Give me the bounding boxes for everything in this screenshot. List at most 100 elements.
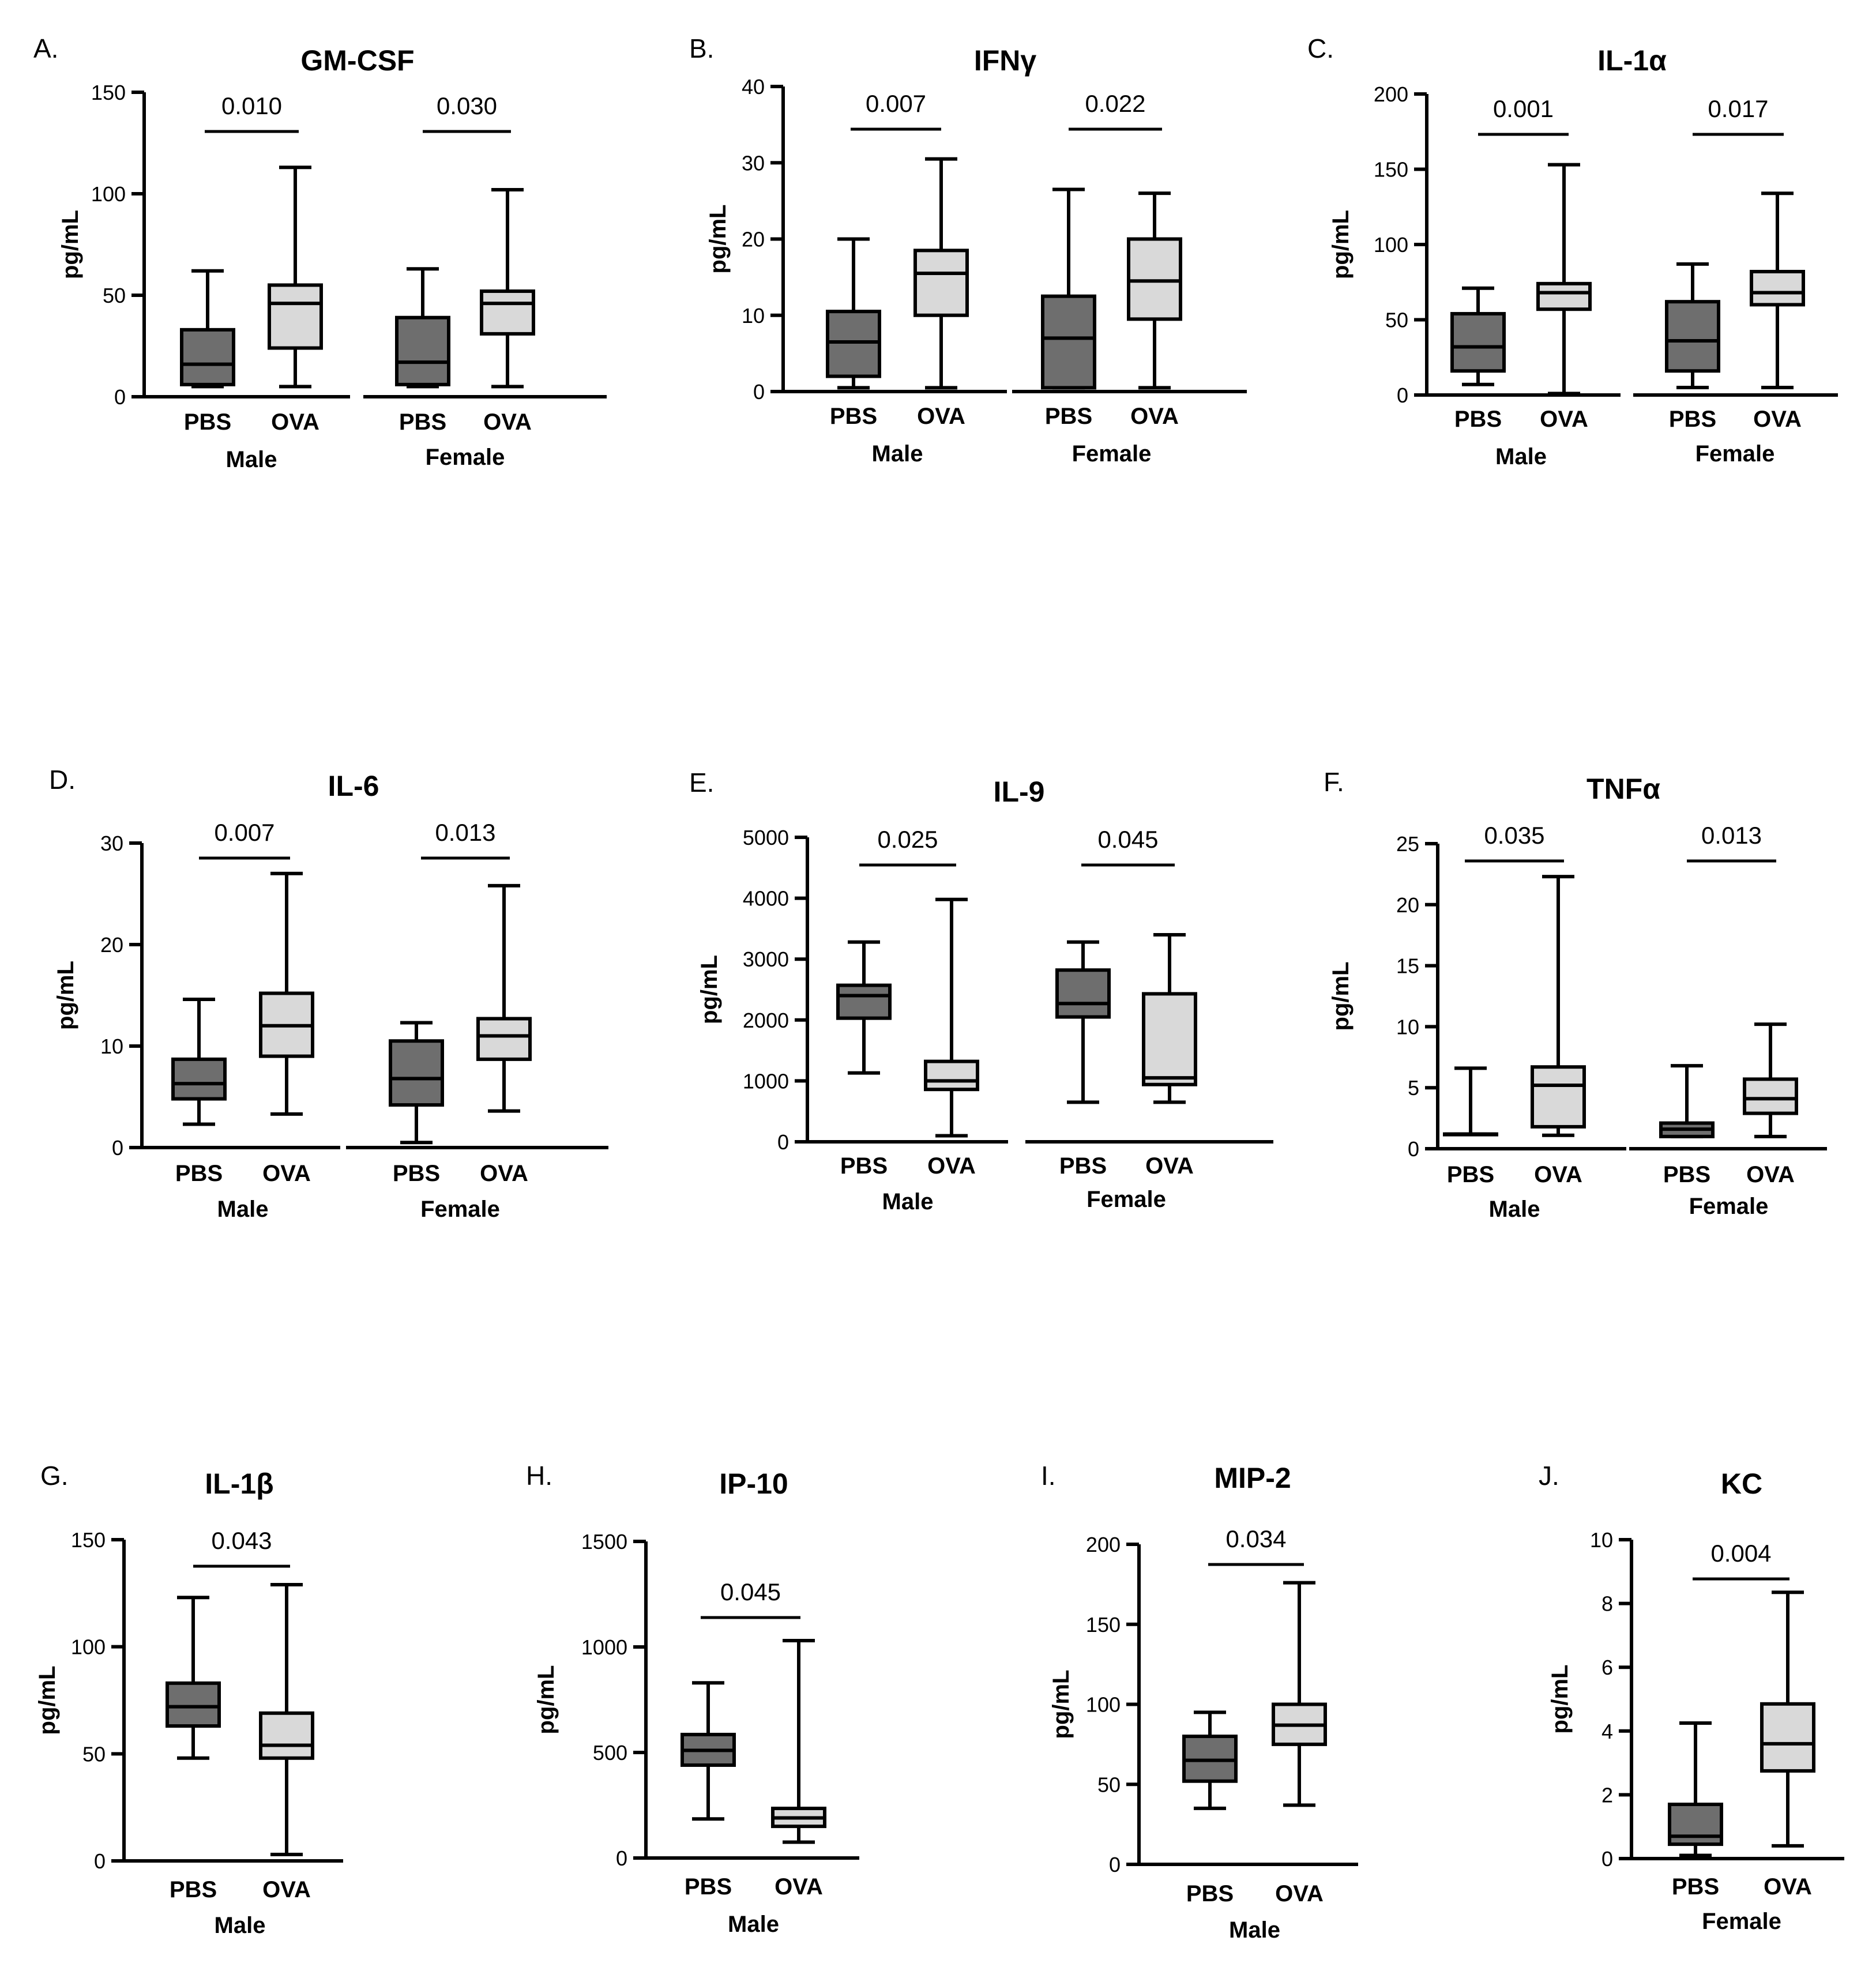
box-iqr [913, 249, 969, 317]
y-tick-label: 0 [1408, 1137, 1419, 1161]
chart-title: IL-6 [328, 770, 379, 802]
chart-title: IL-1β [205, 1468, 273, 1500]
y-axis-label: pg/mL [1328, 962, 1354, 1031]
y-axis-label: pg/mL [697, 955, 722, 1024]
box-pbs [1055, 940, 1111, 1104]
x-category-label: OVA [262, 1877, 311, 1902]
y-tick-label: 10 [100, 1035, 123, 1058]
y-axis-label: pg/mL [53, 961, 78, 1030]
box-pbs [389, 1021, 444, 1145]
y-tick-label: 0 [753, 380, 765, 404]
chart-panel-b: B. IFNγ 0 10 20 30 40 pg/mL 0.007 PBS OVA Male 0.022… [689, 33, 1247, 467]
y-tick-label: 1000 [743, 1069, 789, 1093]
y-tick-label: 4 [1601, 1720, 1613, 1743]
y-tick-label: 10 [1590, 1528, 1613, 1552]
y-tick-label: 25 [1396, 832, 1419, 856]
box-iqr [476, 1017, 532, 1061]
x-group-label: Female [1695, 441, 1775, 467]
box-iqr [1055, 968, 1111, 1019]
x-category-label: OVA [1540, 407, 1588, 432]
y-tick-label: 20 [1396, 893, 1419, 917]
box-ova [1531, 875, 1586, 1137]
y-axis-label: pg/mL [58, 210, 83, 279]
panel-letter: J. [1539, 1461, 1559, 1491]
y-tick-label: 1500 [581, 1530, 627, 1554]
x-category-label: PBS [1454, 407, 1502, 432]
p-value-label: 0.022 [1085, 90, 1145, 117]
p-value-label: 0.004 [1710, 1540, 1771, 1567]
box-iqr [171, 1057, 227, 1101]
y-tick-label: 30 [742, 151, 765, 175]
panel-letter: C. [1307, 33, 1334, 63]
box-ova [476, 883, 532, 1113]
y-tick-label: 6 [1601, 1656, 1613, 1679]
panel-letter: F. [1324, 767, 1344, 797]
chart-panel-e: E. IL-9 0 1000 2000 3000 4000 5000 pg/mL 0.025 PBS… [689, 768, 1273, 1214]
x-group-label: Female [1086, 1187, 1166, 1212]
y-axis-label: pg/mL [1328, 210, 1354, 279]
x-category-label: PBS [170, 1877, 217, 1902]
panel-letter: E. [689, 768, 714, 798]
x-group-label: Male [872, 441, 923, 467]
box-pbs [171, 998, 227, 1126]
x-category-label: PBS [399, 409, 446, 435]
y-tick-label: 0 [112, 1136, 123, 1160]
y-tick-label: 0 [616, 1846, 627, 1870]
chart-panel-c: C. IL-1α 0 50 100 150 200 pg/mL 0.001 PBS OVA Male 0… [1307, 33, 1838, 469]
x-category-label: OVA [483, 409, 532, 435]
x-category-label: OVA [262, 1161, 311, 1186]
box-iqr [1142, 992, 1197, 1086]
y-axis-label: pg/mL [705, 205, 731, 274]
chart-title: MIP-2 [1214, 1462, 1291, 1494]
x-category-label: OVA [271, 409, 319, 435]
y-tick-label: 2 [1601, 1783, 1613, 1807]
y-tick-label: 100 [91, 182, 126, 206]
x-group-label: Female [426, 445, 505, 470]
y-tick-label: 500 [593, 1741, 627, 1765]
chart-panel-i: I. MIP-2 0 50 100 150 200 pg/mL 0.034 PBS OVA Male [1041, 1461, 1358, 1943]
box-pbs [681, 1681, 736, 1821]
panel-letter: B. [689, 33, 714, 63]
x-category-label: PBS [1669, 407, 1716, 432]
x-category-label: OVA [480, 1161, 528, 1186]
p-value-label: 0.045 [1097, 826, 1158, 853]
y-tick-label: 150 [91, 81, 126, 104]
x-category-label: OVA [775, 1874, 823, 1900]
x-category-label: PBS [1059, 1153, 1107, 1179]
y-tick-label: 100 [71, 1635, 106, 1659]
panel-letter: D. [49, 765, 76, 795]
x-group-label: Male [882, 1189, 934, 1214]
y-tick-label: 0 [1397, 383, 1408, 407]
y-tick-label: 20 [742, 228, 765, 251]
box-iqr [395, 315, 450, 386]
x-category-label: OVA [927, 1153, 976, 1179]
box-iqr [1041, 294, 1096, 390]
chart-title: IFNγ [974, 44, 1037, 77]
box-iqr [1743, 1077, 1798, 1115]
box-ova [924, 897, 979, 1138]
box-pbs [1668, 1721, 1723, 1857]
x-group-label: Male [1489, 1197, 1540, 1222]
p-value-label: 0.013 [435, 819, 495, 846]
y-tick-label: 15 [1396, 954, 1419, 978]
x-group-label: Female [420, 1197, 500, 1222]
panel-letter: A. [33, 33, 58, 63]
y-tick-label: 10 [742, 304, 765, 328]
y-tick-label: 1000 [581, 1635, 627, 1659]
chart-panel-j: J. KC 0 2 4 6 8 10 pg/mL 0.004 PBS OVA Female [1539, 1461, 1844, 1934]
y-tick-label: 8 [1601, 1592, 1613, 1616]
y-tick-label: 20 [100, 933, 123, 957]
box-pbs [1443, 1066, 1498, 1137]
x-category-label: PBS [184, 409, 231, 435]
p-value-label: 0.007 [866, 90, 926, 117]
y-tick-label: 0 [94, 1849, 106, 1873]
x-group-label: Male [217, 1197, 269, 1222]
box-pbs [1450, 286, 1506, 386]
p-value-label: 0.043 [211, 1527, 272, 1554]
x-category-label: PBS [685, 1874, 732, 1900]
x-category-label: PBS [175, 1161, 223, 1186]
x-category-label: PBS [1447, 1162, 1494, 1187]
x-category-label: OVA [1275, 1881, 1324, 1906]
x-category-label: PBS [393, 1161, 440, 1186]
